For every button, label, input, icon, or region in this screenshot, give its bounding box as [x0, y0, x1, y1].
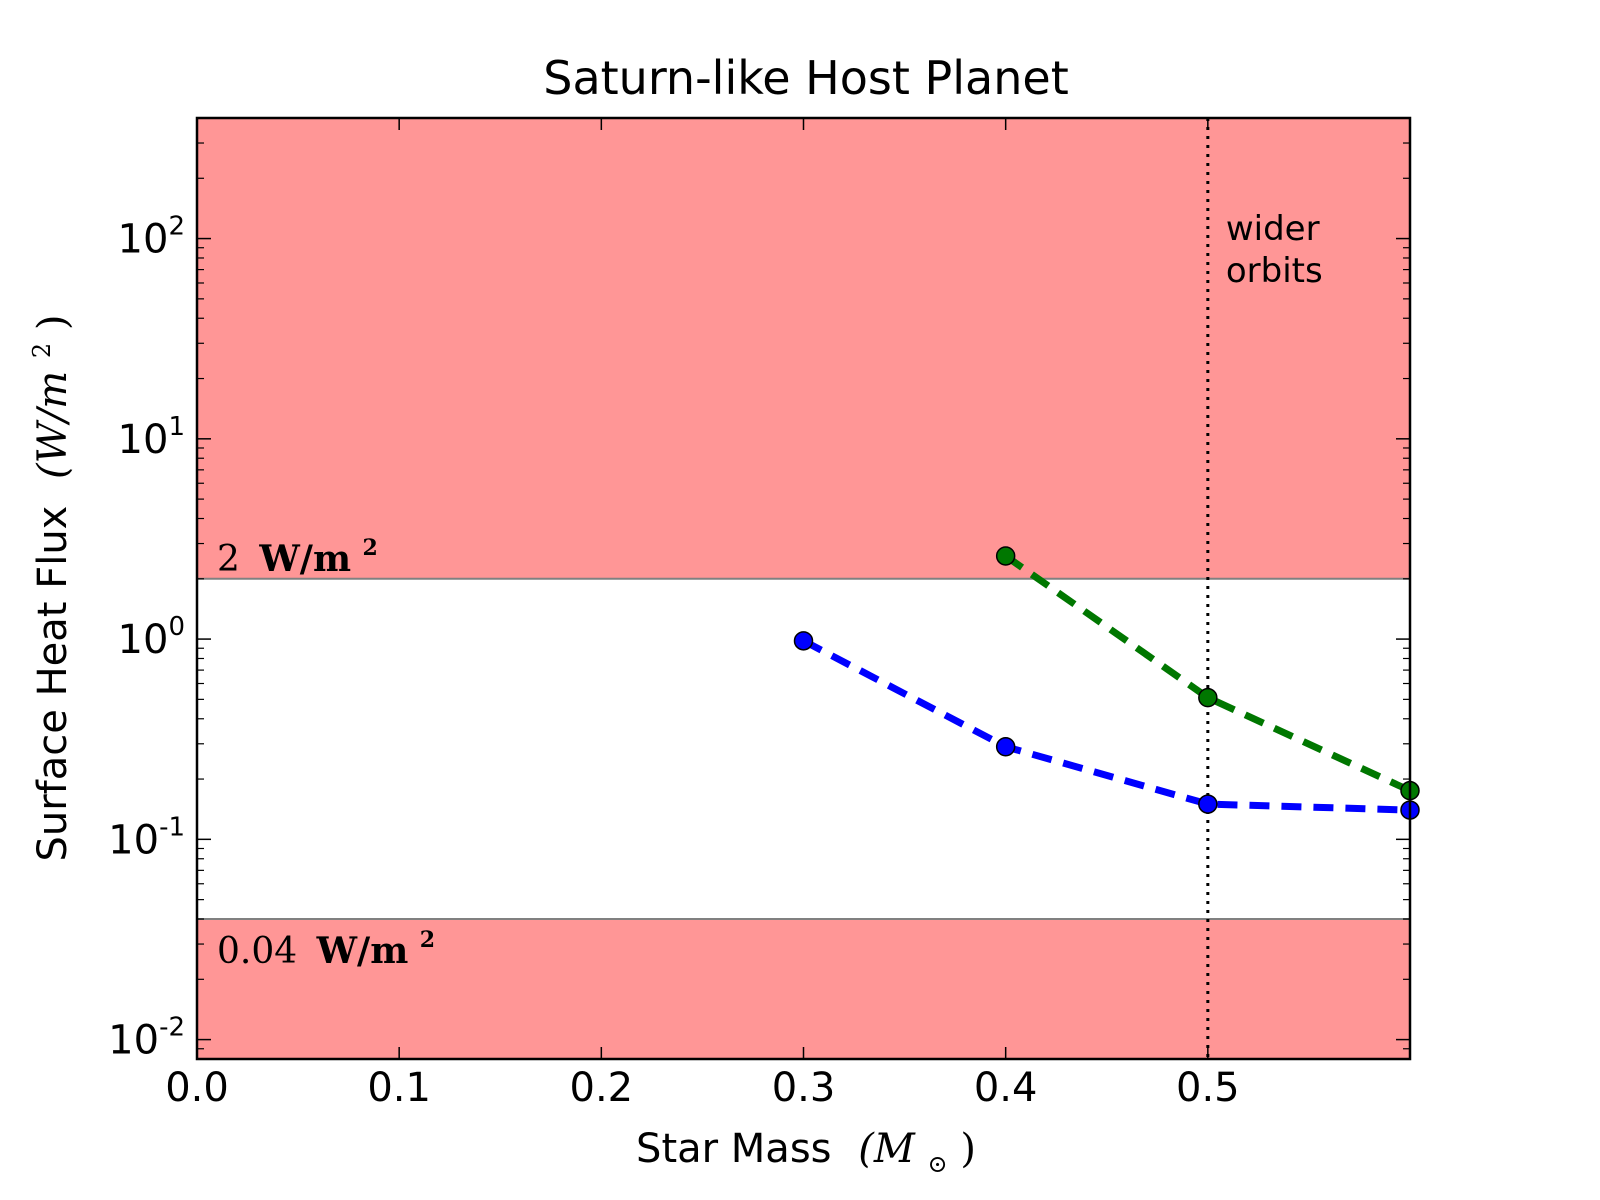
y-tick-label: 100: [118, 612, 185, 663]
lower-limit-band: [197, 919, 1410, 1059]
y-tick-label: 102: [118, 212, 185, 263]
wider-orbits-annotation: wider orbits: [1226, 209, 1331, 291]
x-tick-label: 0.3: [772, 1065, 836, 1111]
axis-ticks: 0.0 0.1 0.2 0.3 0.4 0.5 10-2 10-1 100 101 102: [108, 117, 1410, 1111]
x-tick-label: 0.0: [165, 1065, 229, 1111]
data-point-green-0: [995, 546, 1016, 566]
plot-frame: [195, 116, 1412, 1061]
series-line-green: [1003, 553, 1412, 794]
y-tick-label: 10-1: [108, 812, 185, 863]
y-tick-label: 101: [118, 412, 185, 463]
y-axis-label: Surface Heat Flux (W/m 2 ): [14, 314, 76, 861]
x-tick-label: 0.4: [974, 1065, 1038, 1111]
chart-title: Saturn-like Host Planet: [543, 51, 1068, 105]
data-point-blue-2: [1198, 794, 1218, 814]
x-tick-label: 0.5: [1176, 1065, 1240, 1111]
x-axis-label: Star Mass (M ⊙ ): [636, 1126, 976, 1182]
plot-area: 2 W/m 2 0.04 W/m 2 wider orbits: [197, 118, 1420, 1059]
data-point-green-1: [1198, 687, 1218, 708]
series-layer: [793, 546, 1420, 820]
x-tick-label: 0.2: [570, 1065, 634, 1111]
y-tick-label: 10-2: [108, 1013, 185, 1064]
threshold-label-upper: 2 W/m 2: [217, 535, 378, 580]
data-point-blue-0: [793, 631, 814, 651]
x-tick-label: 0.1: [367, 1065, 431, 1111]
threshold-label-lower: 0.04 W/m 2: [217, 927, 435, 972]
upper-limit-band: [197, 118, 1410, 579]
data-point-blue-1: [995, 736, 1016, 757]
series-line-blue: [801, 637, 1411, 814]
